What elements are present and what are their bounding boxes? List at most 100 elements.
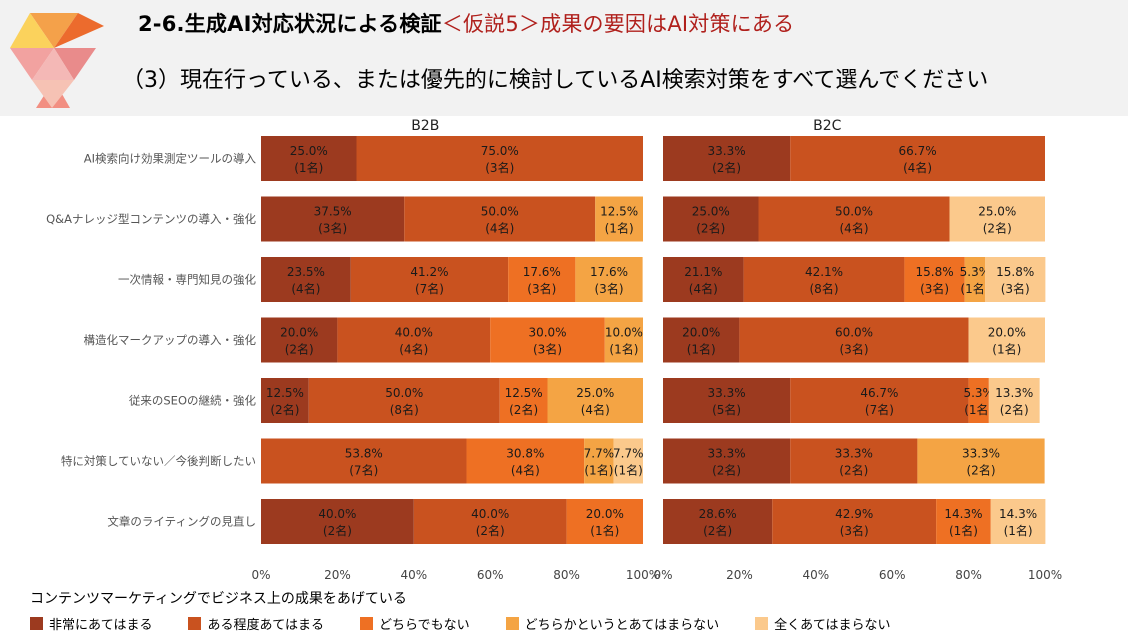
count-label: (1名) bbox=[294, 160, 323, 175]
x-tick-label: 0% bbox=[251, 568, 270, 582]
legend-swatch bbox=[30, 617, 43, 630]
title-accent: ＜仮説5＞成果の要因はAI対策にある bbox=[441, 12, 795, 36]
data-label: 41.2% bbox=[410, 265, 448, 279]
data-label: 42.9% bbox=[835, 507, 873, 521]
bar-segment bbox=[508, 257, 576, 302]
bar-segment bbox=[985, 257, 1046, 302]
legend-label: どちらかというとあてはまらない bbox=[524, 618, 720, 633]
bar-segment bbox=[547, 378, 643, 423]
count-label: (2名) bbox=[285, 342, 314, 357]
data-label: 50.0% bbox=[385, 386, 423, 400]
data-label: 50.0% bbox=[481, 205, 519, 219]
bar-segment bbox=[964, 257, 986, 302]
count-label: (7名) bbox=[865, 402, 894, 417]
legend-swatch bbox=[755, 617, 769, 630]
data-label: 30.0% bbox=[528, 326, 566, 340]
x-tick-label: 100% bbox=[626, 568, 660, 582]
x-tick-label: 40% bbox=[400, 568, 427, 582]
bar-segment bbox=[790, 378, 969, 423]
bar-segment bbox=[356, 136, 643, 181]
title-main: 2-6.生成AI対応状況による検証 bbox=[138, 12, 442, 36]
bar-segment bbox=[917, 438, 1045, 484]
data-label: 20.0% bbox=[586, 507, 624, 521]
panel-title-b2b: B2B bbox=[411, 118, 439, 134]
data-label: 33.3% bbox=[708, 144, 746, 158]
legend: 非常にあてはまる ある程度あてはまる どちらでもない どちらかというとあてはまらない 全… bbox=[30, 614, 927, 633]
data-label: 33.3% bbox=[708, 447, 746, 461]
count-label: (2名) bbox=[696, 221, 725, 236]
count-label: (1名) bbox=[584, 463, 613, 478]
bar-segment bbox=[613, 438, 643, 484]
count-label: (3名) bbox=[920, 281, 949, 296]
data-label: 53.8% bbox=[345, 447, 383, 461]
category-label: 従来のSEOの継続・強化 bbox=[129, 394, 257, 408]
data-label: 7.7% bbox=[584, 447, 615, 461]
bar-segment bbox=[949, 196, 1045, 242]
bar-segment bbox=[350, 257, 509, 302]
bar-segment bbox=[758, 196, 950, 242]
category-label: Q&Aナレッジ型コンテンツの導入・強化 bbox=[46, 212, 256, 226]
count-label: (3名) bbox=[840, 523, 869, 538]
legend-title: コンテンツマーケティングでビジネス上の成果をあげている bbox=[30, 591, 407, 607]
bar-segment bbox=[663, 317, 740, 363]
bar-segment bbox=[490, 317, 605, 363]
count-label: (5名) bbox=[712, 402, 741, 417]
legend-item: 非常にあてはまる bbox=[30, 614, 152, 633]
data-label: 28.6% bbox=[699, 507, 737, 521]
data-label: 33.3% bbox=[708, 386, 746, 400]
count-label: (2名) bbox=[323, 523, 352, 538]
count-label: (1名) bbox=[590, 523, 619, 538]
bar-segment bbox=[584, 438, 614, 484]
x-tick-label: 80% bbox=[553, 568, 580, 582]
data-label: 40.0% bbox=[395, 326, 433, 340]
data-label: 33.3% bbox=[835, 447, 873, 461]
x-tick-label: 80% bbox=[955, 568, 982, 582]
x-tick-label: 60% bbox=[879, 568, 906, 582]
bar-segment bbox=[261, 378, 309, 423]
bar-segment bbox=[739, 317, 969, 363]
count-label: (2名) bbox=[476, 523, 505, 538]
category-label: 構造化マークアップの導入・強化 bbox=[84, 333, 257, 347]
data-label: 25.0% bbox=[692, 205, 730, 219]
stacked-bar-chart: AI検索向け効果測定ツールの導入 Q&Aナレッジ型コンテンツの導入・強化一次情報・… bbox=[46, 118, 1062, 582]
data-label: 12.5% bbox=[266, 386, 304, 400]
category-label: 特に対策していない／今後判断したい bbox=[61, 454, 256, 468]
count-label: (4名) bbox=[291, 281, 320, 296]
bar-segment bbox=[261, 136, 357, 181]
data-label: 25.0% bbox=[290, 144, 328, 158]
legend-item: ある程度あてはまる bbox=[188, 614, 324, 633]
count-label: (2名) bbox=[967, 463, 996, 478]
bar-segment bbox=[261, 196, 405, 242]
data-label: 20.0% bbox=[682, 326, 720, 340]
data-label: 46.7% bbox=[860, 386, 898, 400]
data-label: 12.5% bbox=[505, 386, 543, 400]
data-label: 66.7% bbox=[899, 144, 937, 158]
bar-segment bbox=[968, 378, 989, 423]
count-label: (1名) bbox=[1004, 523, 1033, 538]
bar-segment bbox=[261, 438, 467, 484]
data-label: 17.6% bbox=[523, 265, 561, 279]
count-label: (8名) bbox=[390, 402, 419, 417]
count-label: (3名) bbox=[533, 342, 562, 357]
data-label: 42.1% bbox=[805, 265, 843, 279]
legend-swatch bbox=[505, 617, 519, 630]
data-label: 37.5% bbox=[314, 205, 352, 219]
bar-segment bbox=[566, 499, 643, 544]
data-label: 21.1% bbox=[684, 265, 722, 279]
x-tick-label: 20% bbox=[726, 568, 753, 582]
data-label: 15.8% bbox=[996, 265, 1034, 279]
bar-segment bbox=[575, 257, 643, 302]
panel-title-b2c: B2C bbox=[813, 118, 842, 134]
logo-icon bbox=[10, 13, 104, 108]
bar-segment bbox=[261, 317, 338, 363]
count-label: (3名) bbox=[318, 221, 347, 236]
legend-label: ある程度あてはまる bbox=[207, 618, 324, 633]
data-label: 7.7% bbox=[613, 447, 644, 461]
bar-segment bbox=[990, 499, 1046, 544]
bar-segment bbox=[261, 499, 414, 544]
count-label: (3名) bbox=[840, 342, 869, 357]
bar-segment bbox=[604, 317, 643, 363]
bar-segment bbox=[772, 499, 937, 544]
data-label: 14.3% bbox=[999, 507, 1037, 521]
category-label: AI検索向け効果測定ツールの導入 bbox=[84, 152, 257, 166]
